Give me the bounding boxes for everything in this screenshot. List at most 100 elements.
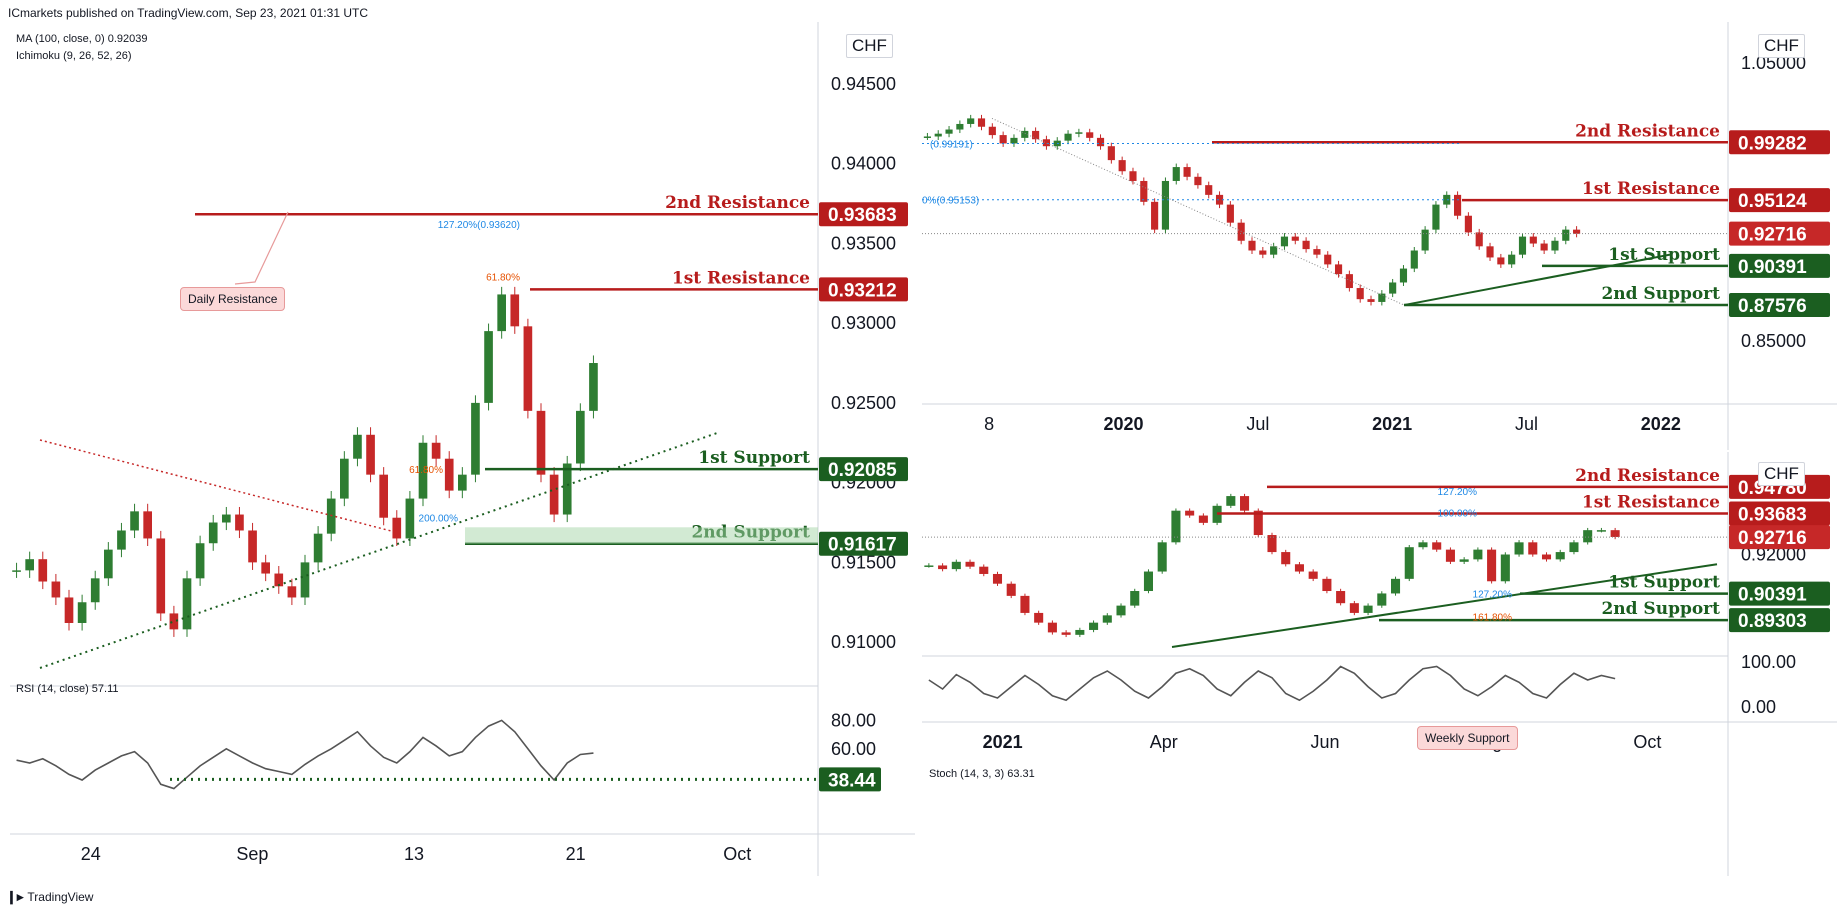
candle xyxy=(1410,250,1418,269)
candle xyxy=(104,549,113,579)
price-tick-label: 0.91000 xyxy=(831,632,896,652)
candle xyxy=(1378,293,1386,302)
candle xyxy=(235,514,244,531)
candle xyxy=(1367,299,1375,302)
price-badge xyxy=(1729,293,1830,318)
fib-label: (0.99191) xyxy=(930,140,973,151)
price-badge xyxy=(1729,525,1830,550)
candle xyxy=(1102,615,1112,623)
candle xyxy=(1432,542,1442,550)
candle xyxy=(1240,496,1250,511)
candle xyxy=(1151,201,1159,230)
candle xyxy=(1107,146,1115,161)
weekly-support-callout: Weekly Support xyxy=(1417,726,1518,750)
candle xyxy=(182,578,192,630)
candle xyxy=(1562,229,1570,241)
ichimoku-indicator-label[interactable]: Ichimoku (9, 26, 52, 26) xyxy=(16,50,132,62)
candle xyxy=(169,613,179,630)
tradingview-logo[interactable]: ❙▸ TradingView xyxy=(6,889,93,905)
candle xyxy=(1116,605,1126,616)
candle xyxy=(1363,605,1373,613)
level-label: 2nd Resistance xyxy=(1575,121,1720,141)
time-tick-label: 2020 xyxy=(1103,414,1143,434)
candle xyxy=(77,602,87,623)
trendline-down xyxy=(991,117,1405,306)
candle xyxy=(1432,204,1440,230)
time-tick-label: 2021 xyxy=(983,732,1023,752)
candle xyxy=(405,498,415,539)
candle xyxy=(248,530,257,563)
price-badge-value: 0.93683 xyxy=(1738,505,1807,526)
candle xyxy=(1171,510,1181,543)
fib-label: 61.80% xyxy=(409,465,443,476)
candle xyxy=(1418,542,1428,548)
candle xyxy=(274,573,284,587)
candle xyxy=(1294,564,1304,572)
price-badge-value: 0.92085 xyxy=(828,460,897,481)
candle xyxy=(938,565,948,570)
price-badge xyxy=(819,202,908,227)
ma-indicator-label[interactable]: MA (100, close, 0) 0.92039 xyxy=(16,33,148,45)
daily-pane[interactable]: 0.94500 0.94000 0.93500 0.93000 0.92500 0.920… xyxy=(0,22,915,876)
candle xyxy=(1349,603,1359,613)
time-tick-label: 2021 xyxy=(1372,414,1412,434)
candle xyxy=(1313,249,1321,255)
trendline-support xyxy=(1171,563,1718,648)
candle xyxy=(1497,257,1505,265)
price-tick-label: 0.85000 xyxy=(1741,331,1806,351)
candle xyxy=(1291,236,1299,241)
candle xyxy=(1345,274,1353,289)
candle xyxy=(12,570,21,572)
candle xyxy=(562,463,572,515)
candle xyxy=(1596,530,1606,532)
level-label: 1st Resistance xyxy=(1582,179,1720,199)
time-tick-label: Jul xyxy=(1515,414,1538,434)
candle xyxy=(1569,542,1579,553)
candle xyxy=(1129,171,1137,181)
oscillator-line xyxy=(16,719,594,790)
candle xyxy=(90,578,100,603)
candle xyxy=(1075,132,1083,134)
time-tick-label: Sep xyxy=(236,844,268,864)
support-zone xyxy=(465,527,818,544)
trendline-resistance xyxy=(39,439,396,533)
candle xyxy=(1157,542,1167,572)
publish-header: ICmarkets published on TradingView.com, … xyxy=(8,6,368,20)
fib-label: 61.80% xyxy=(486,272,520,283)
h4-chart[interactable]: 0.920002021AprJunAugOct2nd Resistance0.9… xyxy=(922,452,1837,876)
price-badge-value: 0.92716 xyxy=(1738,225,1807,246)
candle xyxy=(1047,622,1057,633)
candle xyxy=(222,514,231,523)
candle xyxy=(1198,515,1208,523)
weekly-pane[interactable]: 1.05000 0.85000 8 2020 Jul 2021 Jul 2022 2nd Res… xyxy=(922,22,1837,450)
candle xyxy=(510,294,520,327)
candle xyxy=(379,474,388,518)
h4-pane[interactable]: 0.920002021AprJunAugOct2nd Resistance0.9… xyxy=(922,452,1837,876)
candle xyxy=(1185,510,1195,516)
price-badge-value: 0.99282 xyxy=(1738,133,1807,154)
rsi-indicator-label[interactable]: RSI (14, close) 57.11 xyxy=(16,683,119,695)
tradingview-brand: TradingView xyxy=(27,890,94,904)
price-badge xyxy=(1729,608,1830,633)
candle xyxy=(999,135,1007,144)
candle xyxy=(1130,591,1140,606)
candle xyxy=(1064,133,1072,141)
candle xyxy=(1281,552,1291,565)
candle xyxy=(965,561,975,567)
price-badge xyxy=(1729,253,1830,278)
fib-label: 0%(0.95153) xyxy=(922,196,979,207)
candle xyxy=(1161,180,1170,230)
level-label: 1st Resistance xyxy=(672,268,810,288)
price-tick-label: 0.93500 xyxy=(831,233,896,253)
tradingview-logo-icon: ❙▸ xyxy=(6,889,24,904)
stoch-indicator-label[interactable]: Stoch (14, 3, 3) 63.31 xyxy=(929,768,1035,780)
candle xyxy=(25,559,34,571)
candle xyxy=(1021,130,1029,138)
candle xyxy=(353,434,362,459)
candle xyxy=(261,562,270,574)
daily-chart[interactable]: 0.94500 0.94000 0.93500 0.93000 0.92500 0.920… xyxy=(0,22,915,876)
candle xyxy=(431,442,441,459)
candle xyxy=(951,561,961,570)
candle xyxy=(1404,547,1414,579)
